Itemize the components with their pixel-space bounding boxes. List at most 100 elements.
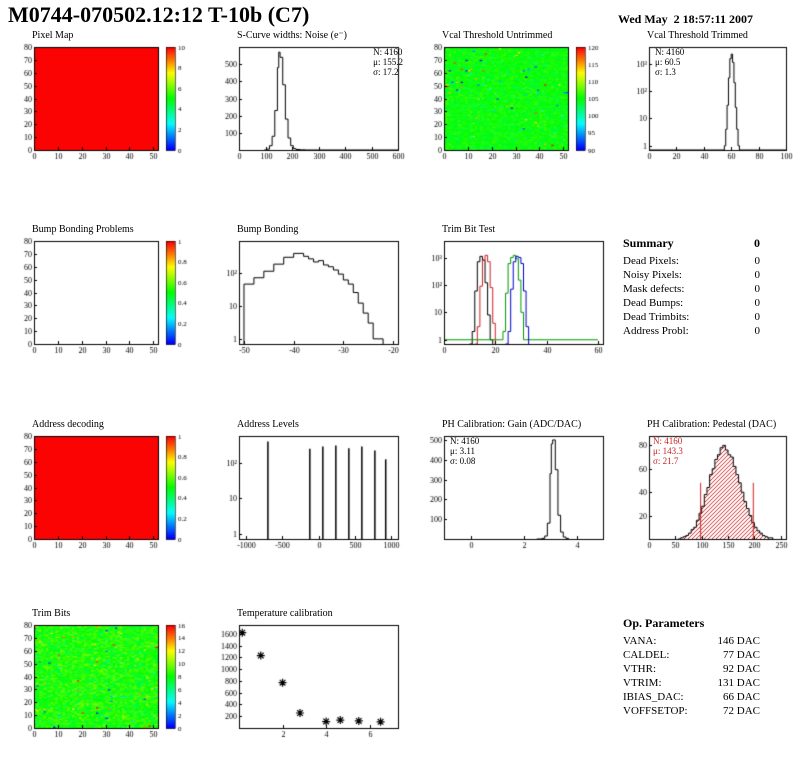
chart-title: Trim Bit Test <box>442 224 496 235</box>
temperature-chart <box>213 621 405 741</box>
summary-row-label: Mask defects: <box>623 283 685 295</box>
trimbit-test-chart <box>418 237 610 357</box>
stats-n: N: 4160 <box>373 47 403 57</box>
scurve-noise-chart <box>213 43 405 163</box>
stats-n: N: 4160 <box>653 436 683 446</box>
summary-row: Dead Trimbits: 0 <box>623 310 760 324</box>
stats-sigma: σ: 17.2 <box>373 67 399 77</box>
panel-trim-bits: Trim Bits <box>8 608 208 748</box>
op-parameter-value: 146 DAC <box>717 635 760 647</box>
summary-row-label: Dead Trimbits: <box>623 311 690 323</box>
stats-mean: μ: 3.11 <box>450 446 475 456</box>
op-parameter-label: IBIAS_DAC: <box>623 691 684 703</box>
bump-bonding-chart <box>213 237 405 357</box>
panel-address-levels: Address Levels <box>213 419 413 559</box>
vcal-trimmed-chart <box>623 43 793 163</box>
summary-total: 0 <box>754 236 760 250</box>
stats-mean: μ: 60.5 <box>655 57 681 67</box>
stats-sigma: σ: 21.7 <box>653 456 679 466</box>
op-parameter-label: VTHR: <box>623 663 656 675</box>
op-parameter-value: 72 DAC <box>723 705 760 717</box>
summary-row-value: 0 <box>754 311 761 323</box>
chart-title: Bump Bonding <box>237 224 299 235</box>
chart-title: Address Levels <box>237 419 299 430</box>
op-parameters-block: Op. Parameters VANA: 146 DAC CALDEL: 77 DA… <box>623 616 760 718</box>
summary-row: Dead Bumps: 0 <box>623 296 760 310</box>
summary-row-label: Dead Bumps: <box>623 297 684 309</box>
summary-row-value: 0 <box>754 297 761 309</box>
summary-row-value: 0 <box>754 325 761 337</box>
address-levels-chart <box>213 432 405 552</box>
op-parameter-row: VOFFSETOP: 72 DAC <box>623 704 760 718</box>
op-parameter-row: VTHR: 92 DAC <box>623 662 760 676</box>
stats-mean: μ: 155.2 <box>373 57 403 67</box>
panel-scurve-noise: S-Curve widths: Noise (e⁻) N: 4160 μ: 15… <box>213 30 413 170</box>
chart-title: Trim Bits <box>32 608 71 619</box>
op-parameter-label: VTRIM: <box>623 677 662 689</box>
op-parameter-row: VANA: 146 DAC <box>623 634 760 648</box>
op-parameter-label: VANA: <box>623 635 657 647</box>
stats-sigma: σ: 1.3 <box>655 67 676 77</box>
panel-bump-bonding: Bump Bonding <box>213 224 413 364</box>
summary-header: Summary 0 <box>623 236 760 251</box>
stats-box: N: 4160 μ: 143.3 σ: 21.7 <box>653 436 683 466</box>
op-parameters-header: Op. Parameters <box>623 616 760 631</box>
panel-ph-gain: PH Calibration: Gain (ADC/DAC) N: 4160 μ… <box>418 419 618 559</box>
chart-title: Pixel Map <box>32 30 74 41</box>
op-parameter-value: 77 DAC <box>723 649 760 661</box>
op-parameters-title: Op. Parameters <box>623 616 705 630</box>
chart-title: Bump Bonding Problems <box>32 224 134 235</box>
pixel-map-chart <box>8 43 200 163</box>
chart-title: PH Calibration: Pedestal (DAC) <box>647 419 777 430</box>
panel-temperature: Temperature calibration <box>213 608 413 748</box>
op-parameter-value: 92 DAC <box>723 663 760 675</box>
summary-row-label: Dead Pixels: <box>623 255 679 267</box>
chart-title: Vcal Threshold Untrimmed <box>442 30 553 41</box>
stats-sigma: σ: 0.08 <box>450 456 476 466</box>
chart-title: S-Curve widths: Noise (e⁻) <box>237 30 347 41</box>
trim-bits-chart <box>8 621 200 741</box>
summary-row-value: 0 <box>754 269 761 281</box>
op-parameter-row: CALDEL: 77 DAC <box>623 648 760 662</box>
op-parameter-row: IBIAS_DAC: 66 DAC <box>623 690 760 704</box>
stats-mean: μ: 143.3 <box>653 446 683 456</box>
panel-ph-pedestal: PH Calibration: Pedestal (DAC) N: 4160 μ… <box>623 419 796 559</box>
panel-bump-problems: Bump Bonding Problems <box>8 224 208 364</box>
vcal-untrimmed-chart <box>418 43 610 163</box>
chart-title: Address decoding <box>32 419 104 430</box>
summary-block: Summary 0 Dead Pixels: 0 Noisy Pixels: 0 M… <box>623 236 760 338</box>
op-parameter-value: 131 DAC <box>717 677 760 689</box>
summary-title: Summary <box>623 236 674 250</box>
summary-row-value: 0 <box>754 255 761 267</box>
address-decoding-chart <box>8 432 200 552</box>
stats-n: N: 4160 <box>450 436 480 446</box>
page-title: M0744-070502.12:12 T-10b (C7) <box>8 2 310 27</box>
ph-pedestal-chart <box>623 432 793 552</box>
op-parameter-value: 66 DAC <box>723 691 760 703</box>
summary-row: Dead Pixels: 0 <box>623 254 760 268</box>
op-parameter-label: CALDEL: <box>623 649 670 661</box>
summary-row: Noisy Pixels: 0 <box>623 268 760 282</box>
summary-row: Mask defects: 0 <box>623 282 760 296</box>
chart-title: PH Calibration: Gain (ADC/DAC) <box>442 419 582 430</box>
stats-box: N: 4160 μ: 3.11 σ: 0.08 <box>450 436 479 466</box>
timestamp: Wed May 2 18:57:11 2007 <box>618 12 753 26</box>
summary-row-label: Noisy Pixels: <box>623 269 682 281</box>
stats-box: N: 4160 μ: 60.5 σ: 1.3 <box>655 47 684 77</box>
panel-trimbit-test: Trim Bit Test <box>418 224 618 364</box>
summary-row-label: Address Probl: <box>623 325 689 337</box>
stats-box: N: 4160 μ: 155.2 σ: 17.2 <box>373 47 403 77</box>
ph-gain-chart <box>418 432 610 552</box>
op-parameter-label: VOFFSETOP: <box>623 705 688 717</box>
stats-n: N: 4160 <box>655 47 685 57</box>
panel-pixel-map: Pixel Map <box>8 30 208 170</box>
panel-vcal-trimmed: Vcal Threshold Trimmed N: 4160 μ: 60.5 σ… <box>623 30 796 170</box>
summary-row: Address Probl: 0 <box>623 324 760 338</box>
bump-problems-chart <box>8 237 200 357</box>
panel-vcal-untrimmed: Vcal Threshold Untrimmed <box>418 30 618 170</box>
panel-address-decoding: Address decoding <box>8 419 208 559</box>
chart-title: Temperature calibration <box>237 608 333 619</box>
chart-title: Vcal Threshold Trimmed <box>647 30 748 41</box>
op-parameter-row: VTRIM: 131 DAC <box>623 676 760 690</box>
